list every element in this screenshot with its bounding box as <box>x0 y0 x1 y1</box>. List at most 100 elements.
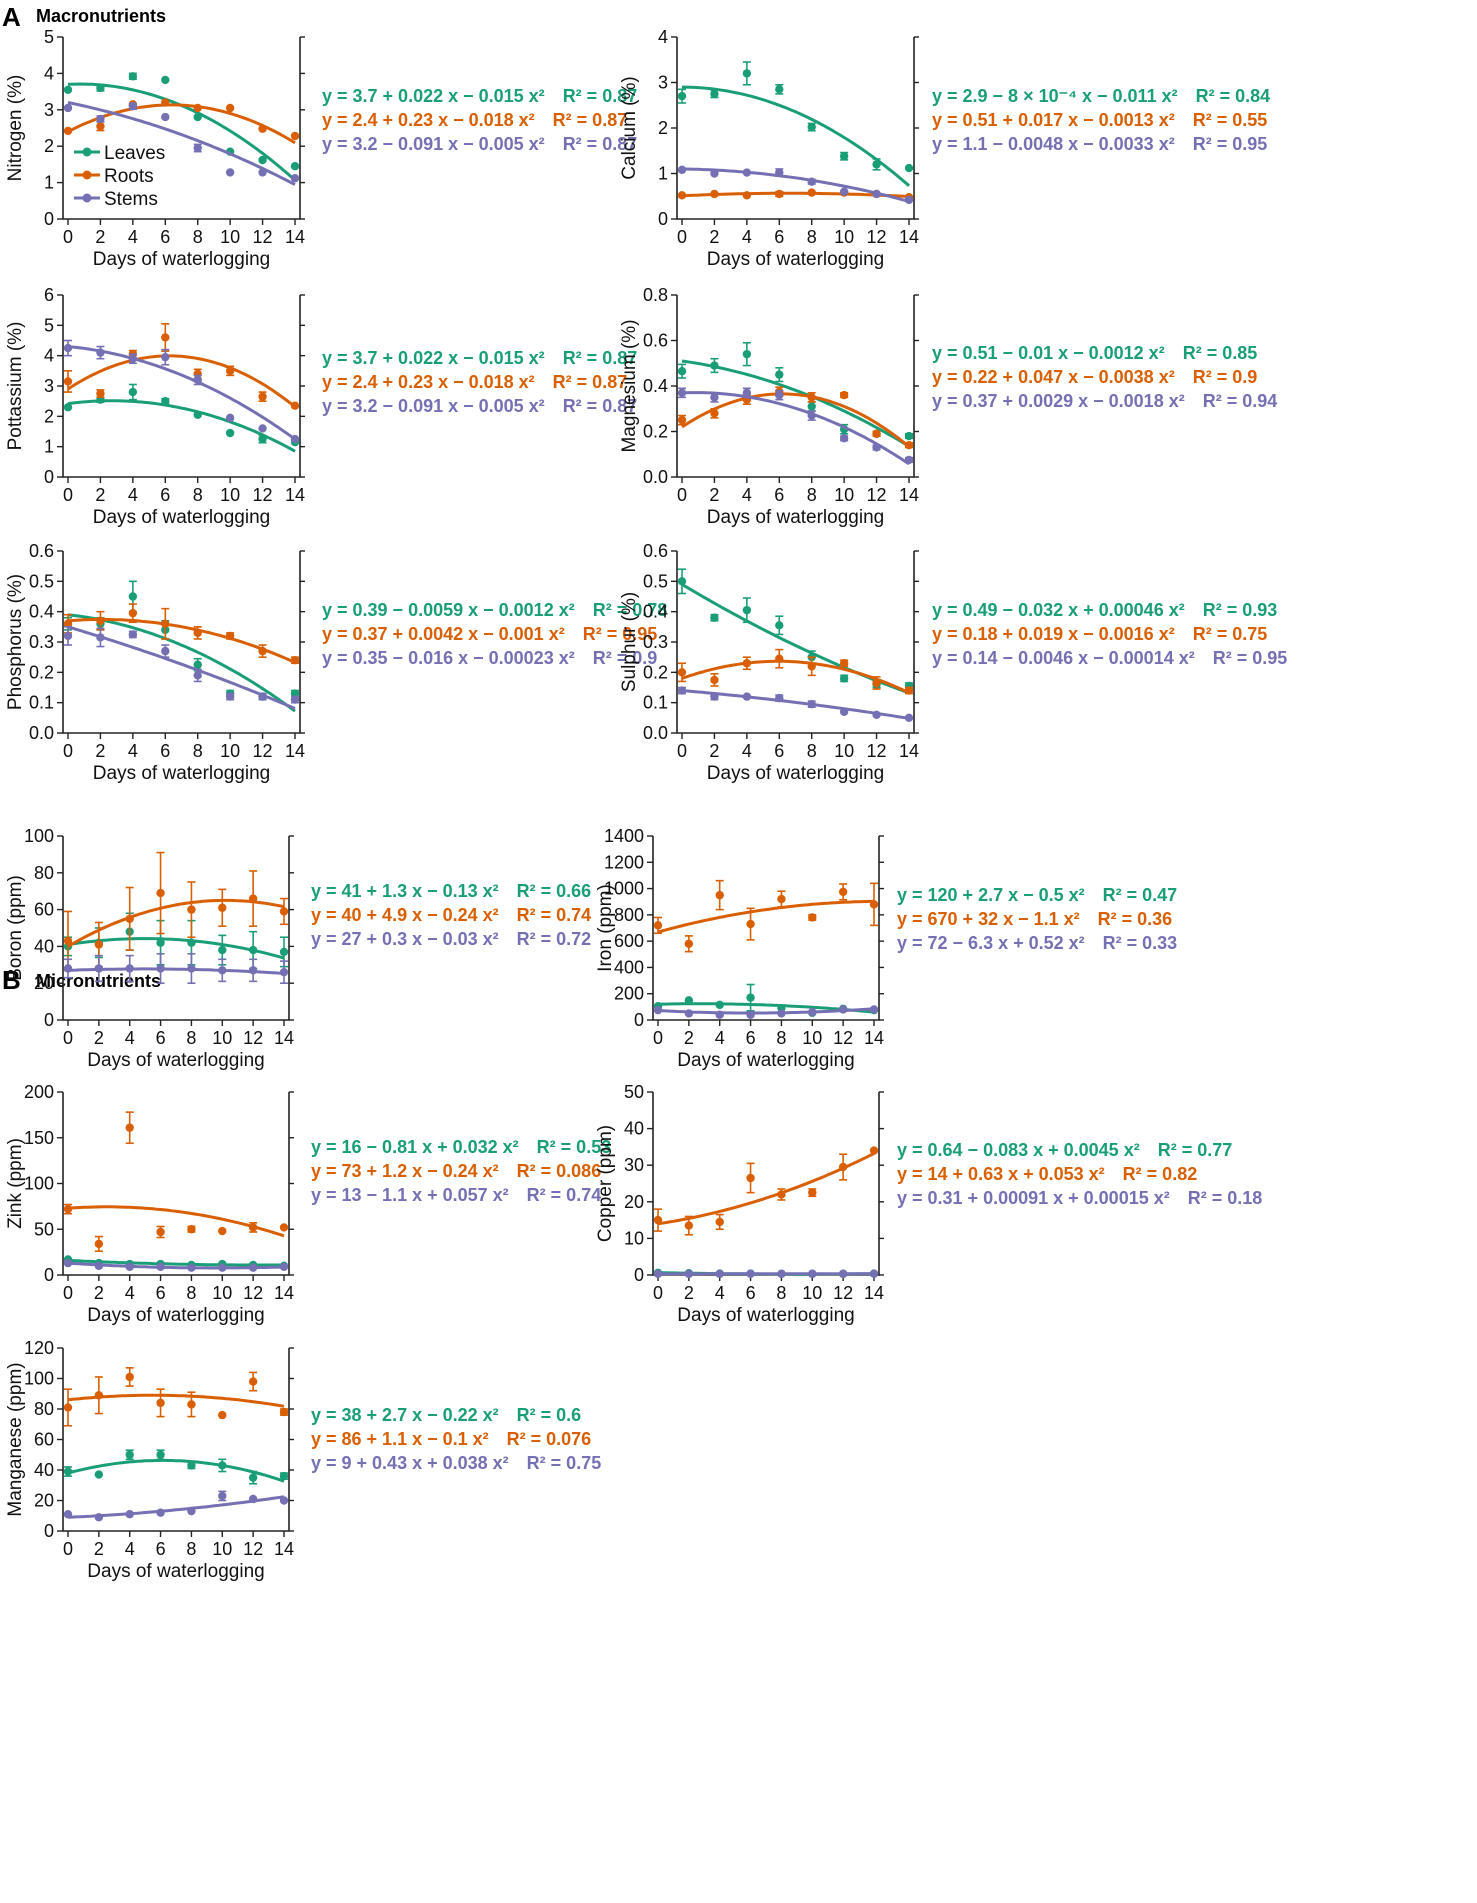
calcium-y-tick-label: 3 <box>658 73 668 93</box>
calcium-point-roots <box>807 188 816 197</box>
zink-equation-formula-leaves: y = 16 − 0.81 x + 0.032 x² <box>311 1137 519 1157</box>
pottassium-fit-line-leaves <box>67 399 296 453</box>
phosphorus-point-roots <box>161 619 170 628</box>
magnesium-equation-formula-roots: y = 0.22 + 0.047 x − 0.0038 x² <box>932 367 1175 387</box>
magnesium-point-roots <box>839 390 849 400</box>
iron-y-tick-label: 600 <box>614 931 644 951</box>
phosphorus-point-roots <box>290 656 300 665</box>
calcium-fit-line-stems <box>681 167 910 203</box>
magnesium-point-leaves <box>807 402 816 411</box>
nitrogen-point-roots <box>193 103 202 113</box>
zink-fit-line-leaves <box>67 1258 284 1267</box>
calcium-x-tick-label: 2 <box>709 227 719 247</box>
iron-point-roots <box>777 894 786 904</box>
pottassium-point-roots <box>258 392 267 401</box>
boron-y-tick-label: 100 <box>24 826 54 846</box>
nitrogen-point-roots <box>96 121 105 131</box>
zink-point-stems <box>63 1258 73 1268</box>
iron-y-tick-label: 800 <box>614 905 644 925</box>
iron-axes-frame <box>652 836 880 1021</box>
zink-equation-stems: y = 13 − 1.1 x + 0.057 x² R² = 0.74 <box>311 1185 601 1205</box>
magnesium-chart: 0.0 0.2 0.4 0.6 0.8 0 2 4 6 8 10 12 14 Days of waterl… <box>619 285 1277 528</box>
copper-equation-formula-leaves: y = 0.64 − 0.083 x + 0.0045 x² <box>897 1140 1140 1160</box>
pottassium-point-roots <box>96 389 105 398</box>
sulphur-equation-formula-stems: y = 0.14 − 0.0046 x − 0.00014 x² <box>932 648 1195 668</box>
magnesium-fit-line-leaves <box>681 359 910 448</box>
copper-equation-stems: y = 0.31 + 0.00091 x + 0.00015 x² R² = 0.… <box>897 1188 1262 1208</box>
boron-equation-r2-stems: R² = 0.72 <box>517 929 592 949</box>
magnesium-point-stems <box>775 390 784 400</box>
manganese-point-stems <box>63 1510 73 1519</box>
boron-equation-formula-stems: y = 27 + 0.3 x − 0.03 x² <box>311 929 499 949</box>
manganese-point-leaves <box>125 1450 134 1459</box>
manganese-y-tick-label: 40 <box>34 1460 54 1480</box>
boron-y-tick-label: 20 <box>34 973 54 993</box>
pottassium-y-tick-label: 1 <box>44 437 54 457</box>
boron-point-stems <box>279 967 289 977</box>
sulphur-y-tick-label: 0.5 <box>643 571 668 591</box>
nitrogen-equation-r2-roots: R² = 0.87 <box>553 110 628 130</box>
boron-point-roots <box>94 940 104 949</box>
manganese-x-tick-label: 10 <box>212 1539 232 1559</box>
manganese-y-axis-label: Manganese (ppm) <box>5 1362 26 1516</box>
boron-series-stems <box>63 952 289 985</box>
phosphorus-equation-r2-roots: R² = 0.95 <box>583 624 658 644</box>
phosphorus-x-tick-label: 2 <box>95 741 105 761</box>
nitrogen-point-stems <box>128 101 138 111</box>
manganese-point-leaves <box>187 1461 196 1470</box>
boron-x-axis-label: Days of waterlogging <box>87 1050 264 1071</box>
phosphorus-y-tick-label: 0.4 <box>29 602 54 622</box>
pottassium-point-stems <box>225 413 235 423</box>
calcium-x-axis-label: Days of waterlogging <box>707 249 884 270</box>
calcium-equation-formula-leaves: y = 2.9 − 8 × 10⁻⁴ x − 0.011 x² <box>932 86 1178 106</box>
pottassium-equation-r2-roots: R² = 0.87 <box>553 372 628 392</box>
sulphur-point-leaves <box>710 613 719 622</box>
calcium-point-stems <box>807 177 816 186</box>
boron-y-tick-label: 0 <box>44 1010 54 1030</box>
iron-point-leaves <box>684 996 694 1005</box>
manganese-point-leaves <box>94 1470 104 1479</box>
calcium-point-roots <box>677 191 687 200</box>
magnesium-point-stems <box>742 388 752 398</box>
iron-point-roots <box>715 890 724 900</box>
pottassium-y-tick-label: 0 <box>44 467 54 487</box>
copper-y-tick-label: 40 <box>624 1119 644 1139</box>
magnesium-point-leaves <box>904 431 914 441</box>
copper-x-tick-label: 10 <box>802 1283 822 1303</box>
magnesium-point-roots <box>872 429 881 438</box>
boron-point-stems <box>218 966 227 975</box>
phosphorus-equation-formula-stems: y = 0.35 − 0.016 x − 0.00023 x² <box>322 648 575 668</box>
zink-x-tick-label: 0 <box>63 1283 73 1303</box>
calcium-point-leaves <box>807 122 816 132</box>
zink-x-tick-label: 14 <box>274 1283 294 1303</box>
phosphorus-point-roots <box>96 616 105 625</box>
phosphorus-point-leaves <box>290 689 300 698</box>
nitrogen-y-tick-label: 0 <box>44 209 54 229</box>
sulphur-equation-formula-roots: y = 0.18 + 0.019 x − 0.0016 x² <box>932 624 1175 644</box>
boron-series-roots <box>63 851 289 972</box>
phosphorus-equation-r2-leaves: R² = 0.78 <box>593 600 668 620</box>
sulphur-equation-r2-roots: R² = 0.75 <box>1193 624 1268 644</box>
copper-x-tick-label: 12 <box>833 1283 853 1303</box>
nitrogen-x-tick-label: 10 <box>220 227 240 247</box>
sulphur-x-tick-label: 8 <box>807 741 817 761</box>
copper-point-stems <box>808 1269 817 1278</box>
sulphur-series-roots <box>677 648 914 695</box>
copper-series-stems <box>653 1269 879 1279</box>
boron-y-tick-label: 60 <box>34 900 54 920</box>
nitrogen-equation-formula-leaves: y = 3.7 + 0.022 x − 0.015 x² <box>322 86 545 106</box>
manganese-x-tick-label: 4 <box>125 1539 135 1559</box>
magnesium-equation-roots: y = 0.22 + 0.047 x − 0.0038 x² R² = 0.9 <box>932 367 1257 387</box>
phosphorus-equation-leaves: y = 0.39 − 0.0059 x − 0.0012 x² R² = 0.78 <box>322 600 667 620</box>
magnesium-point-stems <box>872 443 881 452</box>
pottassium-series-roots <box>63 323 300 410</box>
phosphorus-point-stems <box>128 630 138 639</box>
boron-point-roots <box>63 936 73 946</box>
manganese-equation-formula-roots: y = 86 + 1.1 x − 0.1 x² <box>311 1429 489 1449</box>
sulphur-equation-stems: y = 0.14 − 0.0046 x − 0.00014 x² R² = 0.9… <box>932 648 1287 668</box>
iron-equation-formula-stems: y = 72 − 6.3 x + 0.52 x² <box>897 933 1085 953</box>
phosphorus-equation-stems: y = 0.35 − 0.016 x − 0.00023 x² R² = 0.9 <box>322 648 657 668</box>
zink-point-stems <box>156 1262 165 1271</box>
copper-point-roots <box>838 1162 848 1172</box>
